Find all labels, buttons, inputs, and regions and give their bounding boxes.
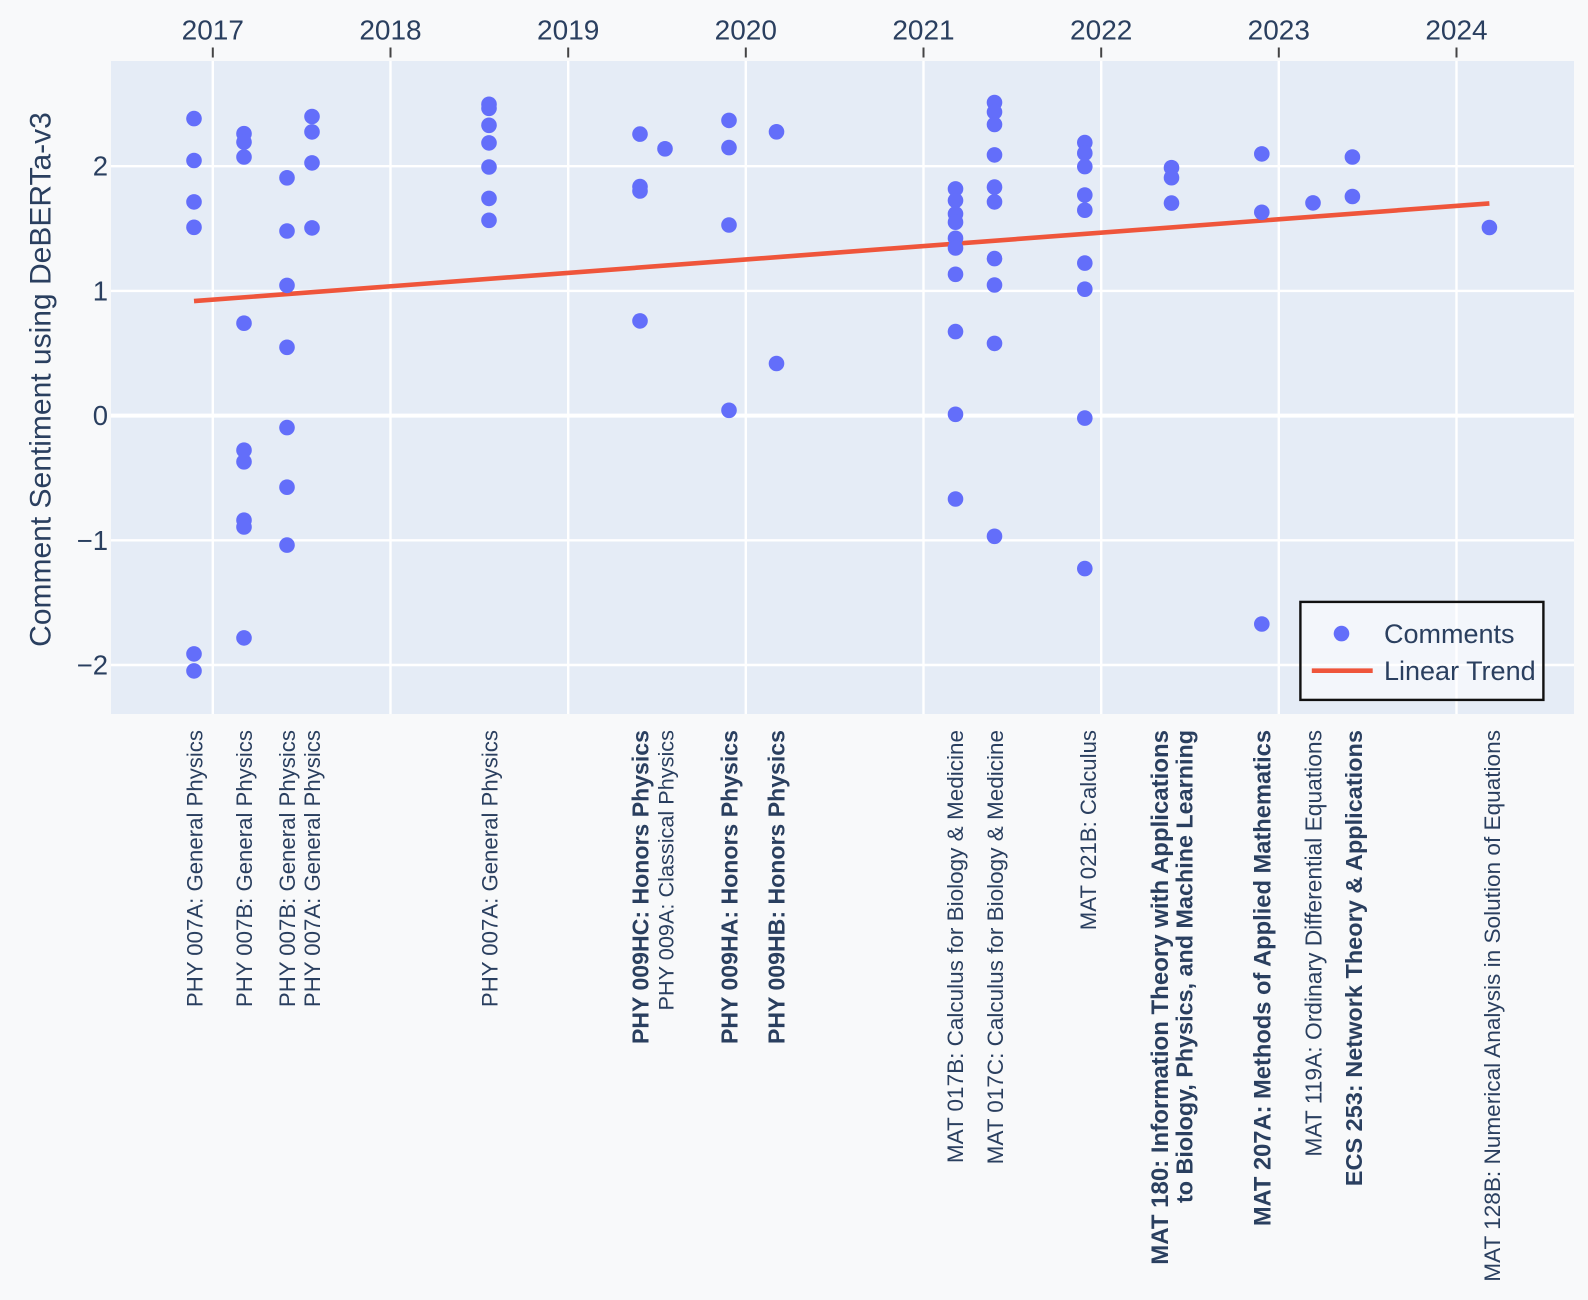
svg-text:PHY 007A: General Physics: PHY 007A: General Physics (183, 730, 208, 1007)
svg-text:MAT 128B: Numerical Analysis i: MAT 128B: Numerical Analysis in Solution… (1480, 730, 1505, 1282)
svg-text:−2: −2 (77, 650, 108, 681)
svg-text:PHY 007B: General Physics: PHY 007B: General Physics (275, 730, 300, 1007)
svg-text:1: 1 (93, 275, 108, 306)
svg-text:PHY 007B: General Physics: PHY 007B: General Physics (232, 730, 257, 1007)
svg-text:Comments: Comments (1384, 619, 1515, 649)
svg-text:2023: 2023 (1248, 15, 1310, 46)
svg-text:PHY 009A: Classical Physics: PHY 009A: Classical Physics (653, 730, 678, 1011)
svg-text:2018: 2018 (359, 15, 421, 46)
svg-text:ECS 253: Network Theory & Appl: ECS 253: Network Theory & Applications (1341, 730, 1367, 1186)
svg-text:PHY 007A: General Physics: PHY 007A: General Physics (300, 730, 325, 1007)
svg-text:0: 0 (93, 400, 108, 431)
svg-text:MAT 207A: Methods of Applied M: MAT 207A: Methods of Applied Mathematics (1250, 730, 1276, 1226)
svg-text:MAT 119A: Ordinary Differentia: MAT 119A: Ordinary Differential Equation… (1300, 730, 1326, 1157)
svg-text:2022: 2022 (1070, 15, 1132, 46)
svg-text:MAT 021B: Calculus: MAT 021B: Calculus (1076, 730, 1101, 930)
svg-text:to Biology, Physics, and Machi: to Biology, Physics, and Machine Learnin… (1172, 730, 1198, 1203)
svg-text:PHY 009HA: Honors Physics: PHY 009HA: Honors Physics (717, 730, 743, 1044)
svg-text:2024: 2024 (1425, 15, 1487, 46)
svg-text:Comment Sentiment using DeBERT: Comment Sentiment using DeBERTa-v3 (25, 112, 58, 647)
svg-text:PHY 009HC: Honors Physics: PHY 009HC: Honors Physics (628, 730, 654, 1044)
svg-text:2021: 2021 (892, 15, 954, 46)
svg-text:2020: 2020 (715, 15, 777, 46)
svg-text:2017: 2017 (182, 15, 244, 46)
svg-text:2019: 2019 (537, 15, 599, 46)
svg-text:PHY 009HB: Honors Physics: PHY 009HB: Honors Physics (764, 730, 790, 1044)
svg-text:Linear Trend: Linear Trend (1384, 656, 1536, 686)
svg-text:MAT 017B: Calculus for Biology: MAT 017B: Calculus for Biology & Medicin… (943, 730, 968, 1163)
svg-text:MAT 180: Information Theory wi: MAT 180: Information Theory with Applica… (1147, 730, 1174, 1265)
svg-text:−1: −1 (77, 525, 108, 556)
svg-text:PHY 007A: General Physics: PHY 007A: General Physics (477, 730, 502, 1007)
svg-text:2: 2 (93, 151, 108, 182)
svg-text:MAT 017C: Calculus for Biology: MAT 017C: Calculus for Biology & Medicin… (983, 730, 1008, 1164)
